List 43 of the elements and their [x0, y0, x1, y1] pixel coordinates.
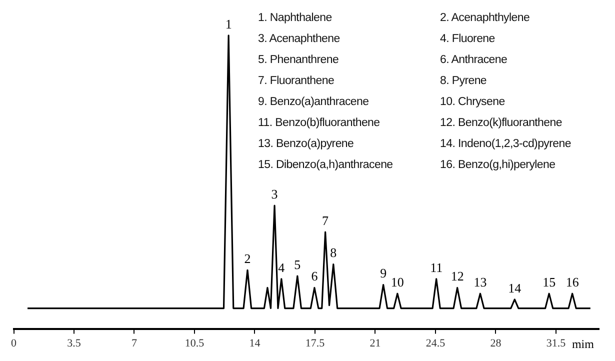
annotation: 3 — [271, 186, 278, 202]
text: 10. Chrysene — [440, 96, 505, 108]
annotation: 1 — [225, 16, 232, 32]
text: 14. Indeno(1,2,3-cd)pyrene — [440, 138, 571, 150]
annotation: 5 — [294, 256, 301, 272]
annotation: 4 — [278, 260, 286, 275]
x-tick-label: 10.5 — [184, 337, 205, 350]
text: 4. Fluorene — [440, 33, 495, 45]
x-axis-title: mim — [572, 336, 595, 351]
annotation: 8 — [330, 245, 337, 260]
text: 16. Benzo(g,hi)perylene — [440, 159, 556, 171]
x-tick-label: 14 — [249, 337, 261, 350]
text: 6. Anthracene — [440, 54, 508, 66]
annotation: 12 — [450, 268, 464, 284]
text: 1. Naphthalene — [258, 12, 332, 24]
x-tick-label: 7 — [131, 337, 138, 350]
text: 2. Acenaphthylene — [440, 12, 530, 24]
text: 7. Fluoranthene — [258, 75, 334, 87]
text: 12. Benzo(k)fluoranthene — [440, 117, 562, 129]
annotation: 10 — [390, 274, 404, 290]
x-tick-label: 0 — [11, 337, 17, 350]
x-tick-label: 3.5 — [67, 337, 82, 350]
annotation: 2 — [244, 251, 251, 266]
x-tick-label: 28 — [490, 337, 502, 350]
x-tick-label: 31.5 — [546, 337, 566, 350]
annotation: 7 — [322, 212, 330, 228]
text: 15. Dibenzo(a,h)anthracene — [258, 159, 393, 171]
annotation: 16 — [566, 274, 580, 290]
text: 3. Acenaphthene — [258, 33, 340, 45]
annotation: 15 — [542, 274, 556, 290]
text: 8. Pyrene — [440, 75, 487, 87]
annotation: 14 — [508, 280, 522, 296]
x-tick-label: 17.5 — [305, 337, 326, 350]
text: 9. Benzo(a)anthracene — [258, 96, 369, 108]
annotation: 13 — [474, 274, 487, 290]
x-tick-label: 21 — [370, 337, 381, 350]
annotation: 11 — [430, 260, 443, 275]
text: 5. Phenanthrene — [258, 54, 339, 66]
annotation: 9 — [380, 266, 387, 281]
annotation: 6 — [311, 268, 318, 284]
text: 11. Benzo(b)fluoranthene — [258, 117, 380, 129]
x-tick-label: 24.5 — [426, 337, 446, 350]
text: 13. Benzo(a)pyrene — [258, 138, 354, 150]
